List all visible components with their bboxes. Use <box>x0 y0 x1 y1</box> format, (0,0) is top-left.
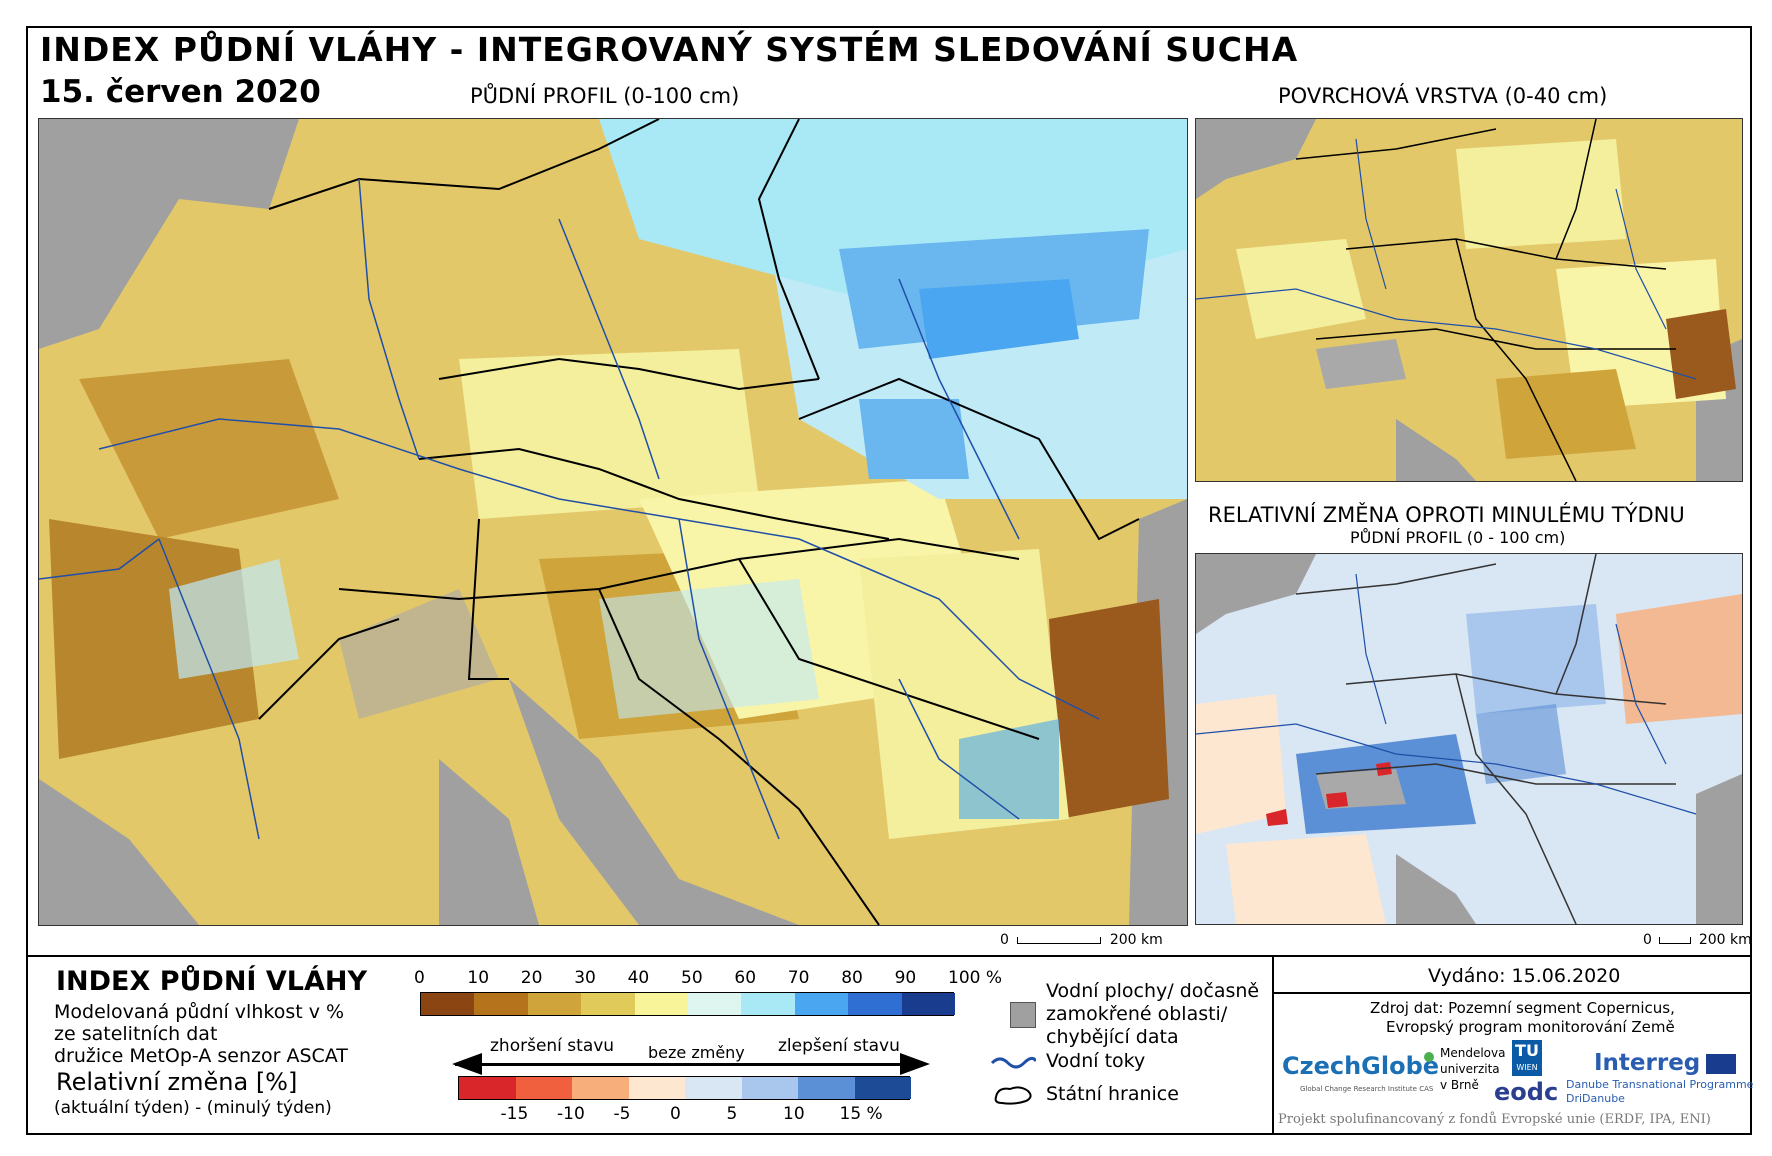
surface-layer-map[interactable] <box>1195 118 1743 482</box>
change-tick-label: -15 <box>500 1104 529 1124</box>
index-swatch <box>848 993 902 1015</box>
change-swatch <box>515 1077 572 1099</box>
eu-flag-icon <box>1706 1054 1736 1074</box>
water-label-3: chybějící data <box>1046 1026 1179 1048</box>
better-arrow-icon <box>900 1053 930 1075</box>
tu-logo-subtext: WIEN <box>1516 1063 1538 1072</box>
mendel-logo-3: v Brně <box>1440 1078 1479 1092</box>
index-swatch <box>741 993 795 1015</box>
change-swatch <box>628 1077 685 1099</box>
page-title: INDEX PŮDNÍ VLÁHY - INTEGROVANÝ SYSTÉM S… <box>40 30 1299 69</box>
issued-date: Vydáno: 15.06.2020 <box>1428 965 1621 987</box>
index-tick-label: 30 <box>574 968 596 988</box>
change-tick-label: 0 <box>670 1104 681 1124</box>
main-scale-line <box>1017 936 1102 944</box>
change-swatch <box>572 1077 629 1099</box>
interreg-logo: Interreg <box>1594 1050 1701 1076</box>
index-tick-label: 10 <box>467 968 490 988</box>
change-arrow-line <box>455 1063 917 1066</box>
change-tick-label: 15 % <box>839 1104 883 1124</box>
funding-note: Projekt spolufinancovaný z fondů Evropsk… <box>1278 1112 1711 1127</box>
tu-wien-logo: TU WIEN <box>1512 1040 1542 1076</box>
index-tick-label: 100 % <box>948 968 1003 988</box>
index-tick-label: 0 <box>414 968 425 988</box>
change-tick-label: 10 <box>783 1104 805 1124</box>
interreg-subtitle-1: Danube Transnational Programme <box>1566 1078 1754 1091</box>
index-swatch <box>581 993 635 1015</box>
river-line-icon <box>990 1053 1038 1073</box>
change-map-sublabel: PŮDNÍ PROFIL (0 - 100 cm) <box>1350 528 1566 547</box>
index-legend-title: INDEX PŮDNÍ VLÁHY <box>56 966 368 997</box>
index-color-bar <box>420 992 955 1016</box>
mendel-logo-1: Mendelova <box>1440 1046 1506 1060</box>
mendel-dot-icon <box>1424 1052 1434 1062</box>
change-map-label: RELATIVNÍ ZMĚNA OPROTI MINULÉMU TÝDNU <box>1208 503 1685 527</box>
no-change-label: beze změny <box>642 1043 751 1062</box>
main-soil-moisture-map[interactable] <box>38 118 1188 926</box>
data-source-1: Zdroj dat: Pozemní segment Copernicus, <box>1370 999 1675 1017</box>
interreg-subtitle-2: DriDanube <box>1566 1092 1625 1105</box>
data-source-2: Evropský program monitorování Země <box>1386 1018 1675 1036</box>
index-tick-label: 50 <box>681 968 703 988</box>
worse-arrow-icon <box>452 1053 482 1075</box>
index-swatch <box>634 993 688 1015</box>
change-swatch <box>798 1077 855 1099</box>
index-description-1: Modelovaná půdní vlhkost v % <box>54 1001 345 1023</box>
water-swatch-icon <box>1010 1002 1036 1028</box>
border-outline-icon <box>990 1083 1036 1111</box>
water-label-1: Vodní plochy/ dočasně <box>1046 980 1260 1002</box>
index-tick-label: 60 <box>734 968 757 988</box>
index-tick-label: 70 <box>787 968 810 988</box>
czechglobe-logo: CzechGlobe <box>1282 1052 1440 1080</box>
index-swatch <box>527 993 582 1015</box>
surface-map-label: POVRCHOVÁ VRSTVA (0-40 cm) <box>1278 84 1608 108</box>
borders-label: Státní hranice <box>1046 1083 1179 1105</box>
main-scale-length: 200 km <box>1109 932 1163 948</box>
main-map-label: PŮDNÍ PROFIL (0-100 cm) <box>470 84 740 108</box>
change-legend-title: Relativní změna [%] <box>56 1068 298 1096</box>
tu-logo-text: TU <box>1515 1041 1539 1060</box>
change-color-bar <box>458 1076 911 1100</box>
rivers-label: Vodní toky <box>1046 1050 1146 1072</box>
index-swatch <box>421 993 475 1015</box>
eodc-logo: eodc <box>1494 1078 1559 1106</box>
mendel-logo-2: univerzita <box>1440 1062 1500 1076</box>
index-description-2: ze satelitních dat <box>54 1023 218 1045</box>
change-swatch <box>685 1077 742 1099</box>
small-scale-line <box>1659 936 1692 944</box>
change-swatch <box>459 1077 516 1099</box>
main-scale-bar: 0 200 km <box>1000 932 1163 948</box>
change-description: (aktuální týden) - (minulý týden) <box>54 1098 332 1118</box>
index-description-3: družice MetOp-A senzor ASCAT <box>54 1045 348 1067</box>
index-tick-label: 80 <box>841 968 863 988</box>
small-scale-bar: 0 200 km <box>1643 932 1752 948</box>
czechglobe-subtitle: Global Change Research Institute CAS <box>1300 1085 1434 1093</box>
change-swatch <box>741 1077 798 1099</box>
change-tick-label: -5 <box>613 1104 631 1124</box>
small-scale-zero: 0 <box>1643 932 1652 948</box>
index-swatch <box>688 993 742 1015</box>
better-label: zlepšení stavu <box>778 1036 900 1056</box>
index-tick-label: 20 <box>520 968 543 988</box>
legend-divider <box>26 955 1752 957</box>
report-date: 15. červen 2020 <box>40 74 321 110</box>
change-tick-label: 5 <box>726 1104 738 1124</box>
index-tick-label: 90 <box>894 968 917 988</box>
main-scale-zero: 0 <box>1000 932 1009 948</box>
footer-divider <box>1272 955 1274 1135</box>
issued-divider <box>1274 992 1752 994</box>
small-scale-length: 200 km <box>1698 932 1752 948</box>
relative-change-map[interactable] <box>1195 553 1743 925</box>
index-swatch <box>794 993 849 1015</box>
change-swatch <box>854 1077 911 1099</box>
index-swatch <box>901 993 955 1015</box>
change-tick-label: -10 <box>557 1104 585 1124</box>
index-swatch <box>474 993 528 1015</box>
water-label-2: zamokřené oblasti/ <box>1046 1003 1228 1025</box>
worse-label: zhoršení stavu <box>490 1036 615 1056</box>
index-tick-label: 40 <box>627 968 650 988</box>
